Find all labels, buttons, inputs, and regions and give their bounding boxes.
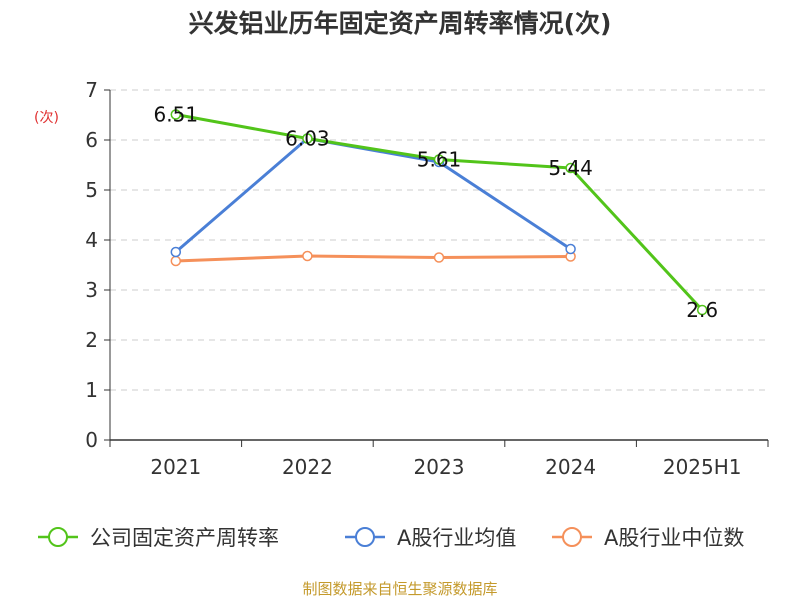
legend: 公司固定资产周转率 A股行业均值 A股行业中位数	[38, 526, 744, 550]
legend-swatch-marker	[48, 527, 68, 547]
data-label: 5.61	[417, 148, 462, 172]
data-source-note: 制图数据来自恒生聚源数据库	[302, 580, 498, 598]
x-tick-label: 2024	[545, 455, 596, 479]
x-tick-label: 2022	[282, 455, 333, 479]
data-point	[565, 243, 576, 255]
series-line-1	[174, 137, 572, 254]
legend-swatch-marker	[355, 527, 375, 547]
legend-item-0[interactable]: 公司固定资产周转率	[38, 526, 279, 550]
data-point	[433, 252, 445, 263]
x-tick-label: 2025H1	[663, 455, 742, 479]
data-label: 5.44	[548, 156, 593, 180]
y-tick-label: 4	[85, 228, 98, 252]
x-tick-label: 2023	[414, 455, 465, 479]
series-layer	[170, 109, 708, 316]
data-point	[170, 109, 182, 120]
gridlines	[110, 89, 768, 391]
y-tick-label: 2	[85, 328, 98, 352]
y-tick-label: 6	[85, 128, 98, 152]
y-tick-label: 0	[85, 428, 98, 452]
data-point	[170, 255, 182, 267]
data-label: 6.03	[285, 127, 330, 151]
axes: 0 1 2 3 4 5 6 7 2021 2022 2023 2024 2025H1	[85, 78, 769, 479]
series-line-2	[175, 254, 571, 263]
y-axis-label: (次)	[34, 110, 59, 126]
legend-label: A股行业均值	[397, 526, 516, 550]
legend-label: A股行业中位数	[604, 526, 744, 550]
data-point	[696, 304, 708, 316]
data-label: 2.6	[686, 298, 718, 322]
legend-swatch-marker	[562, 527, 582, 547]
chart-title: 兴发铝业历年固定资产周转率情况(次)	[188, 9, 612, 38]
data-point	[302, 133, 313, 144]
series-line-0	[175, 113, 704, 312]
y-tick-label: 3	[85, 278, 98, 302]
data-labels: 6.51 6.03 5.61 5.44 2.6	[154, 103, 719, 323]
legend-label: 公司固定资产周转率	[90, 526, 279, 550]
legend-item-2[interactable]: A股行业中位数	[552, 526, 744, 550]
y-tick-label: 1	[85, 378, 98, 402]
y-tick-label: 5	[85, 178, 98, 202]
x-tick-label: 2021	[150, 455, 201, 479]
data-label: 6.51	[154, 103, 199, 127]
legend-item-1[interactable]: A股行业均值	[345, 526, 516, 550]
data-point	[433, 154, 445, 165]
data-point	[565, 162, 576, 174]
y-tick-label: 7	[85, 78, 98, 102]
data-point	[302, 250, 313, 262]
data-point	[170, 246, 182, 258]
